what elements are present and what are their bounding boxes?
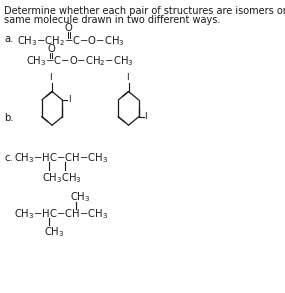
Text: I: I — [49, 73, 52, 82]
Text: $\mathregular{CH_3}$: $\mathregular{CH_3}$ — [44, 225, 65, 239]
Text: c.: c. — [4, 153, 13, 163]
Text: a.: a. — [4, 34, 14, 44]
Text: $\mathregular{CH_3{-}CH_2{-}C{-}O{-}CH_3}$: $\mathregular{CH_3{-}CH_2{-}C{-}O{-}CH_3… — [17, 34, 124, 48]
Text: $\mathregular{CH_3{-}HC{-}CH{-}CH_3}$: $\mathregular{CH_3{-}HC{-}CH{-}CH_3}$ — [14, 151, 108, 165]
Text: I: I — [126, 73, 129, 82]
Text: $\mathregular{CH_3{-}C{-}O{-}CH_2{-}CH_3}$: $\mathregular{CH_3{-}C{-}O{-}CH_2{-}CH_3… — [27, 54, 134, 68]
Text: $\mathregular{CH_3CH_3}$: $\mathregular{CH_3CH_3}$ — [42, 171, 82, 185]
Text: I: I — [68, 96, 71, 104]
Text: $\mathregular{CH_3{-}HC{-}CH{-}CH_3}$: $\mathregular{CH_3{-}HC{-}CH{-}CH_3}$ — [14, 207, 108, 221]
Text: b.: b. — [4, 113, 14, 123]
Text: O: O — [65, 23, 73, 33]
Text: O: O — [48, 44, 55, 54]
Text: $\mathregular{CH_3}$: $\mathregular{CH_3}$ — [70, 191, 91, 205]
Text: Determine whether each pair of structures are isomers or the: Determine whether each pair of structure… — [4, 6, 285, 16]
Text: same molecule drawn in two different ways.: same molecule drawn in two different way… — [4, 15, 221, 25]
Text: I: I — [144, 112, 147, 121]
